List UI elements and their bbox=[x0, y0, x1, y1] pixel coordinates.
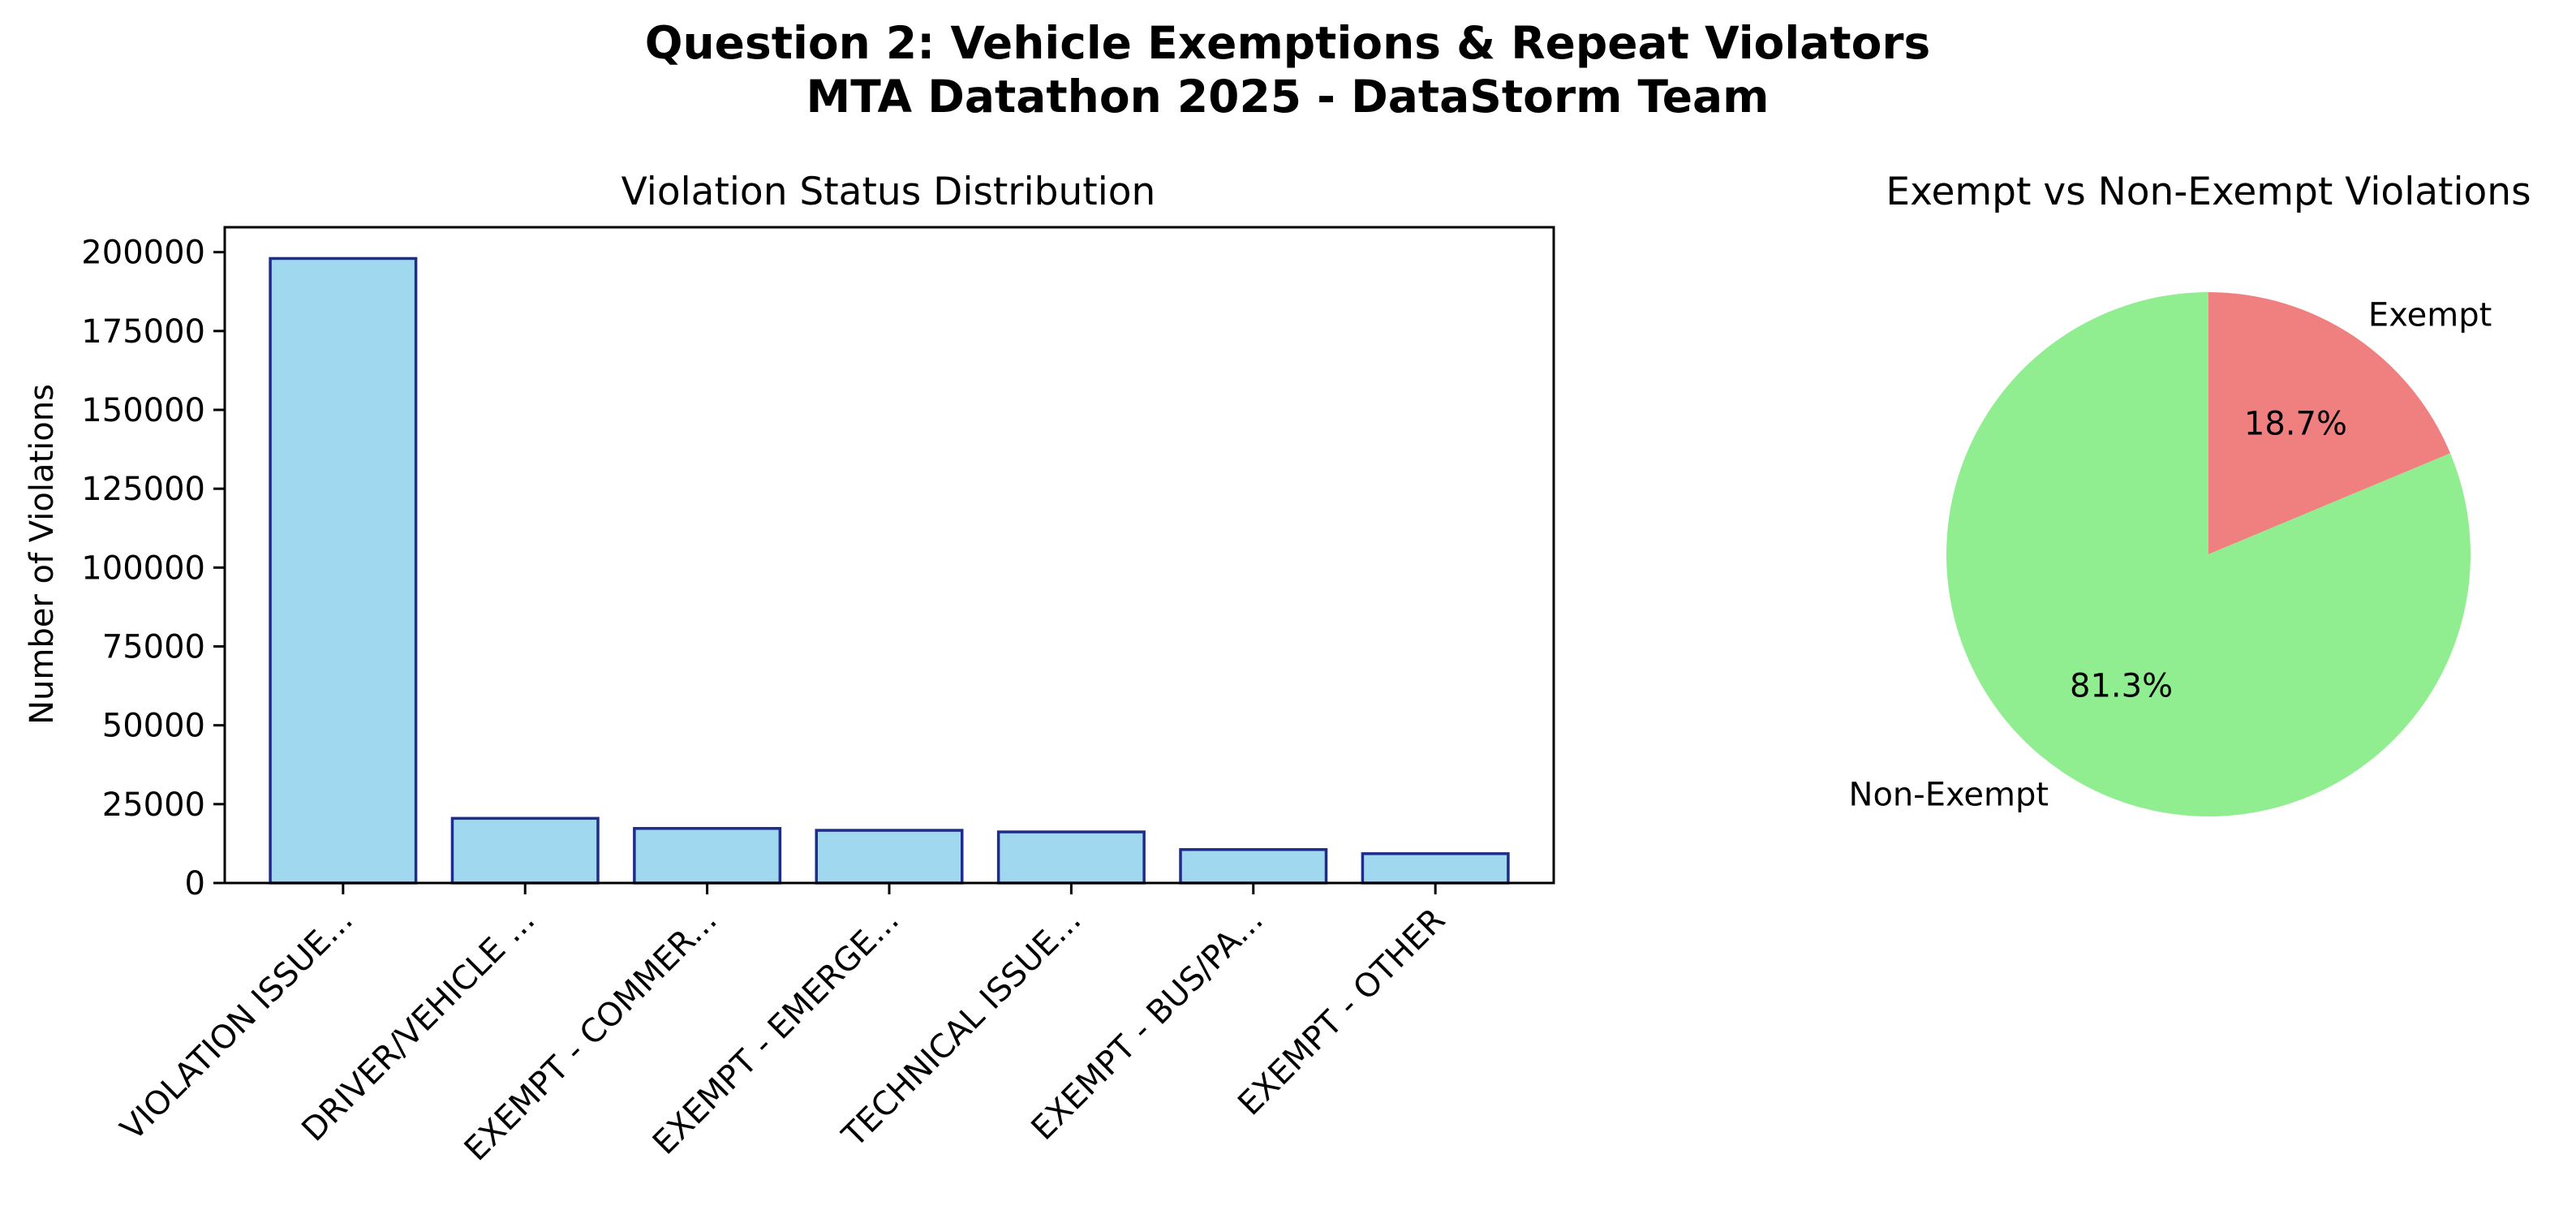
figure-title-line2: MTA Datathon 2025 - DataStorm Team bbox=[806, 71, 1770, 123]
y-tick-label: 175000 bbox=[81, 313, 205, 351]
x-tick-label: EXEMPT - OTHER bbox=[1231, 902, 1452, 1123]
y-tick-label: 125000 bbox=[81, 471, 205, 508]
y-tick-label: 200000 bbox=[81, 235, 205, 272]
bar-marks bbox=[269, 256, 1510, 885]
bar bbox=[815, 829, 964, 885]
bar bbox=[269, 256, 418, 885]
y-tick-label: 150000 bbox=[81, 392, 205, 429]
y-tick-label: 100000 bbox=[81, 549, 205, 587]
bar bbox=[633, 827, 782, 885]
y-tick-label: 75000 bbox=[102, 629, 205, 666]
pie-marks: Exempt 18.7% Non-Exempt 81.3% bbox=[1849, 292, 2492, 816]
pie-label: Non-Exempt bbox=[1849, 777, 2049, 814]
pie-percent-label: 81.3% bbox=[2070, 667, 2173, 704]
pie-slice bbox=[1946, 292, 2471, 816]
bar-chart-title: Violation Status Distribution bbox=[621, 170, 1156, 214]
figure-title-line1: Question 2: Vehicle Exemptions & Repeat … bbox=[645, 17, 1931, 69]
y-axis-ticks: 0 25000 50000 75000 100000 125000 150000 175000… bbox=[81, 235, 225, 902]
bar bbox=[1361, 852, 1510, 885]
plot-frame bbox=[223, 226, 1555, 885]
pie-chart-title: Exempt vs Non-Exempt Violations bbox=[1886, 170, 2531, 214]
pie-label: Exempt bbox=[2368, 296, 2492, 334]
bar-chart: Violation Status Distribution Number of … bbox=[24, 170, 1555, 1168]
bar bbox=[450, 816, 600, 885]
pie-slice bbox=[2208, 292, 2451, 554]
y-tick-label: 50000 bbox=[102, 708, 205, 745]
y-tick-label: 25000 bbox=[102, 786, 205, 824]
pie-chart: Exempt vs Non-Exempt Violations Exempt 18… bbox=[1849, 170, 2531, 816]
y-axis-label: Number of Violations bbox=[24, 384, 61, 725]
bar bbox=[996, 830, 1146, 885]
pie-percent-label: 18.7% bbox=[2244, 406, 2347, 443]
bar bbox=[1179, 848, 1328, 885]
x-axis-ticks: VIOLATION ISSUE...DRIVER/VEHICLE ...EXEM… bbox=[114, 883, 1452, 1168]
y-tick-label: 0 bbox=[185, 865, 205, 902]
